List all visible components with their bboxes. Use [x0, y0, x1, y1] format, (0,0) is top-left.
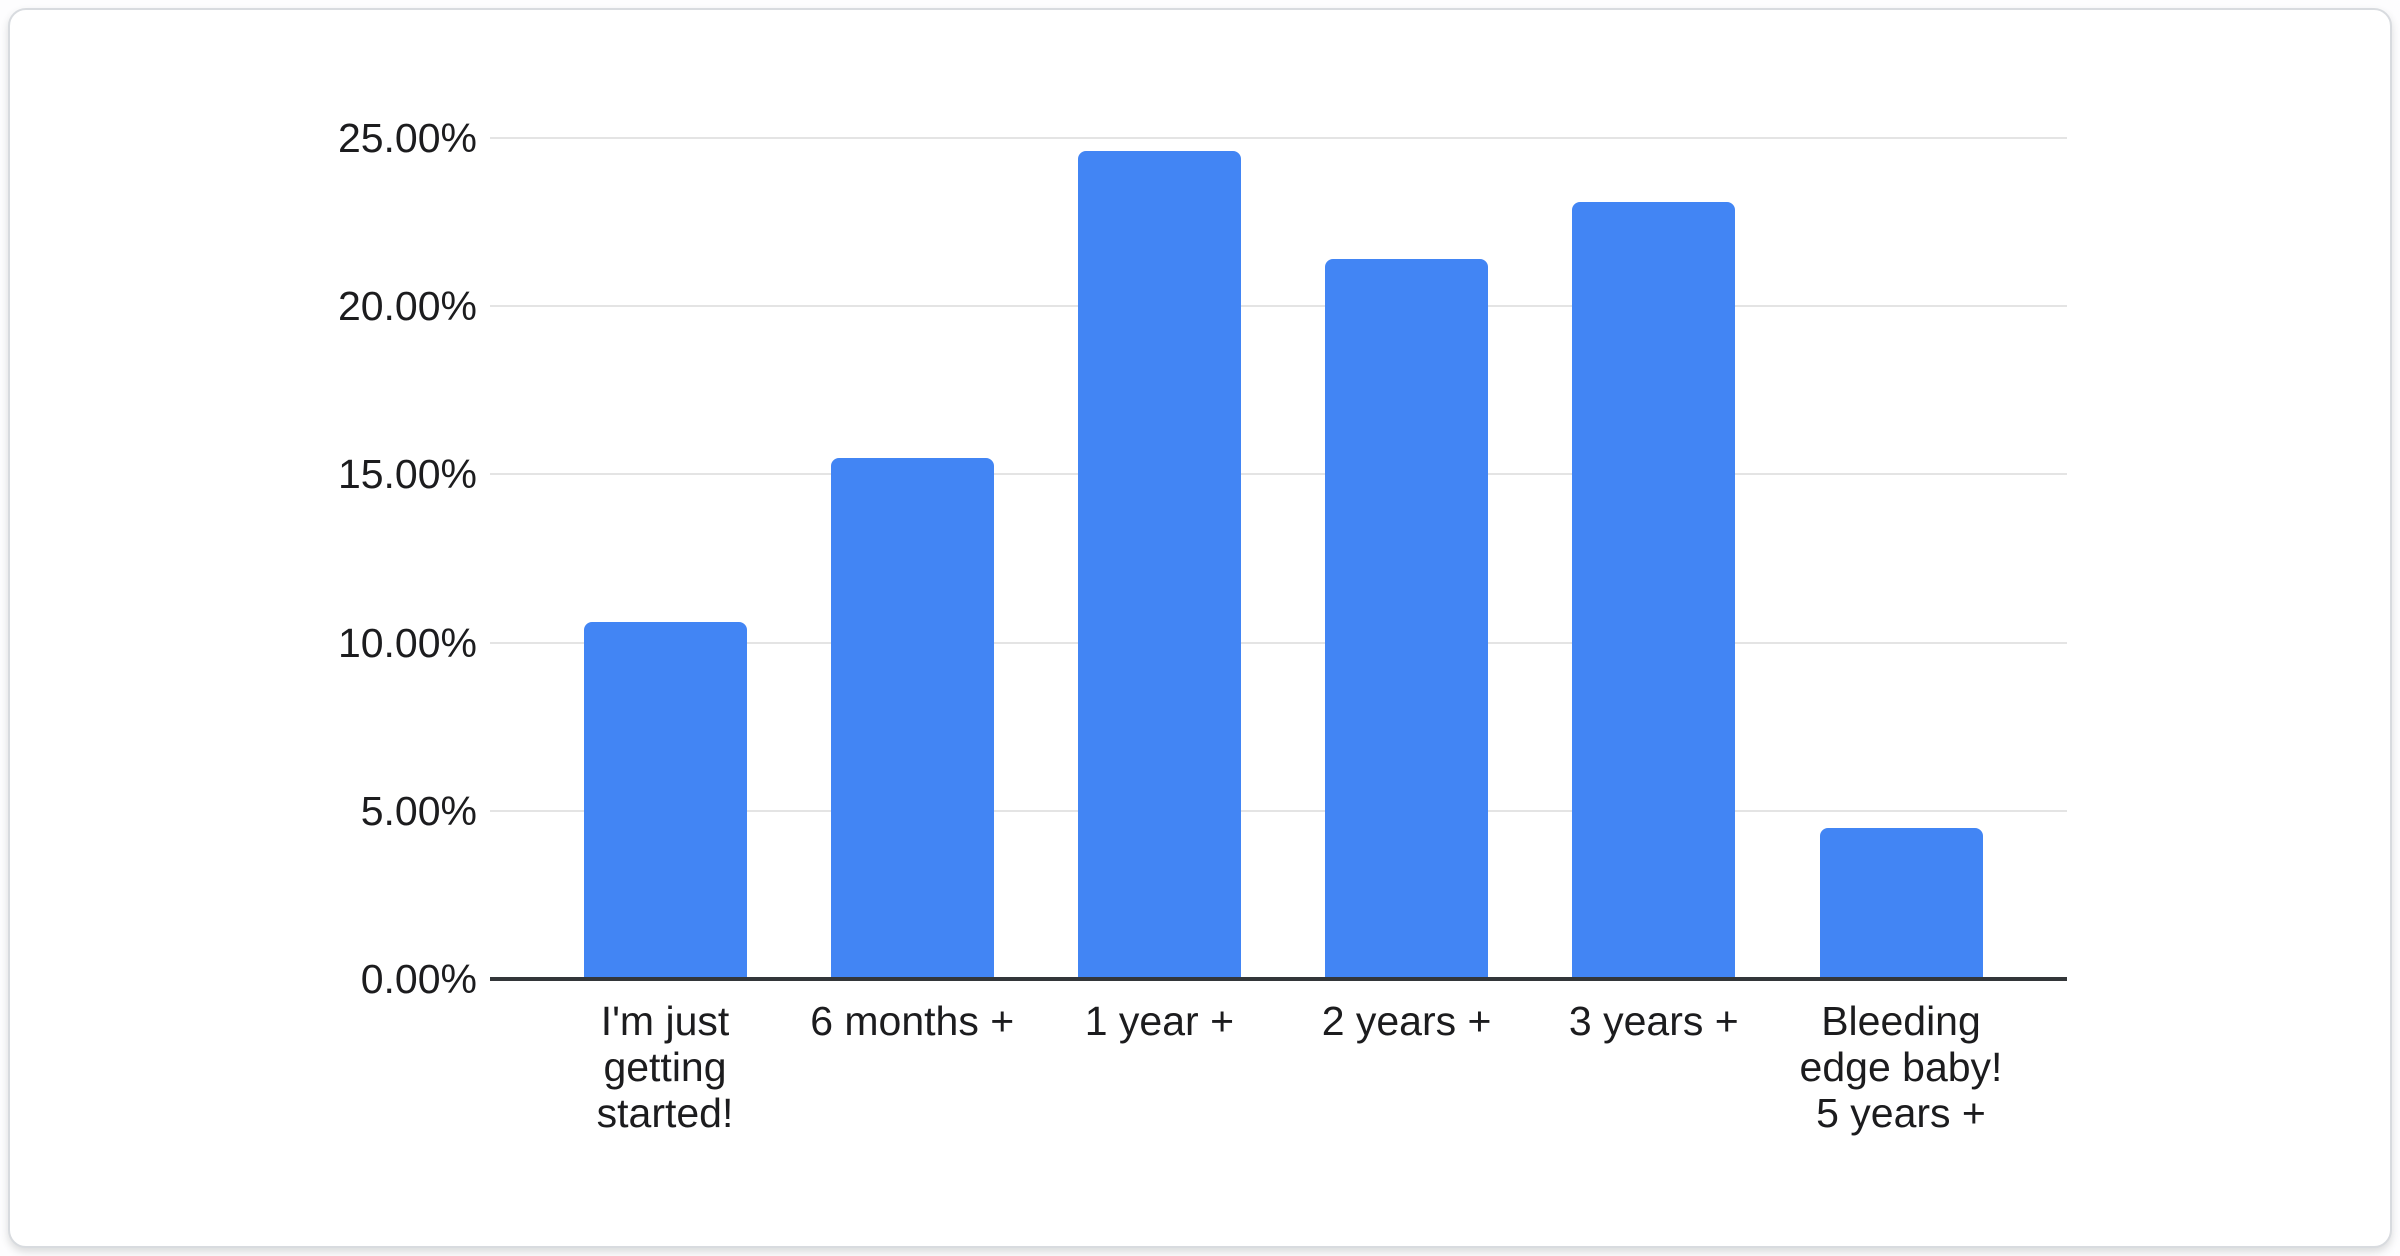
- x-axis-label-line: started!: [596, 1090, 734, 1136]
- bar[interactable]: [583, 622, 747, 979]
- y-axis-tick-label: 20.00%: [337, 283, 477, 330]
- x-axis-label-line: getting: [603, 1044, 727, 1090]
- y-axis-tick-label: 10.00%: [337, 619, 477, 666]
- y-axis-tick-label: 5.00%: [360, 787, 477, 834]
- x-axis-label-line: 6 months +: [810, 998, 1015, 1044]
- gridline: [490, 641, 2067, 644]
- x-axis-label: Bleeding edge baby! 5 years +: [1751, 998, 2051, 1136]
- bar[interactable]: [1077, 151, 1241, 979]
- y-axis-tick-label: 0.00%: [360, 956, 477, 1002]
- x-axis-label: 2 years +: [1257, 998, 1557, 1044]
- bar[interactable]: [1325, 259, 1489, 979]
- x-axis-label-line: I'm just: [600, 998, 730, 1044]
- x-axis-label-line: edge baby!: [1799, 1044, 2003, 1090]
- x-axis-label-line: 3 years +: [1568, 998, 1739, 1044]
- x-axis-label: 6 months +: [762, 998, 1062, 1044]
- x-axis-label-line: 1 year +: [1084, 998, 1235, 1044]
- x-axis-line: [490, 977, 2067, 981]
- bar[interactable]: [830, 457, 994, 979]
- x-axis-label-line: 2 years +: [1321, 998, 1492, 1044]
- x-axis-label: 1 year +: [1009, 998, 1309, 1044]
- y-axis-tick-label: 15.00%: [337, 451, 477, 498]
- bar[interactable]: [1819, 827, 1983, 979]
- gridline: [490, 305, 2067, 308]
- x-axis-label: I'm just getting started!: [515, 998, 815, 1136]
- x-axis-label: 3 years +: [1504, 998, 1804, 1044]
- y-axis-tick-label: 25.00%: [337, 115, 477, 161]
- x-axis-label-line: 5 years +: [1816, 1090, 1986, 1136]
- gridline: [490, 473, 2067, 476]
- bar[interactable]: [1572, 201, 1736, 979]
- gridline: [490, 809, 2067, 812]
- x-axis-label-line: Bleeding: [1821, 998, 1981, 1044]
- gridline: [490, 137, 2067, 139]
